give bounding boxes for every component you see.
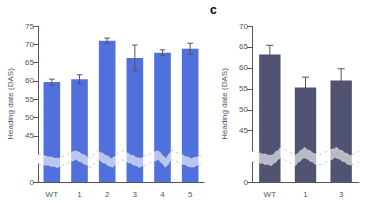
svg-text:65: 65	[239, 42, 248, 51]
svg-text:50: 50	[239, 105, 248, 114]
svg-text:75: 75	[25, 22, 34, 31]
svg-text:WT: WT	[46, 190, 59, 199]
svg-text:Heading date (DAS): Heading date (DAS)	[220, 68, 229, 140]
svg-text:70: 70	[25, 40, 34, 49]
svg-text:45: 45	[239, 126, 248, 135]
svg-text:55: 55	[25, 95, 34, 104]
svg-text:60: 60	[25, 76, 34, 85]
svg-text:0: 0	[244, 178, 249, 187]
svg-text:0: 0	[30, 178, 35, 187]
svg-text:5: 5	[188, 190, 193, 199]
svg-text:4: 4	[160, 190, 165, 199]
svg-text:50: 50	[25, 113, 34, 122]
svg-text:Heading date (DAS): Heading date (DAS)	[6, 68, 15, 140]
svg-text:65: 65	[25, 58, 34, 67]
svg-text:45: 45	[25, 131, 34, 140]
svg-text:2: 2	[105, 190, 110, 199]
svg-text:3: 3	[133, 190, 138, 199]
svg-text:c: c	[210, 3, 217, 17]
svg-text:1: 1	[77, 190, 82, 199]
svg-text:3: 3	[339, 190, 344, 199]
svg-text:1: 1	[303, 190, 308, 199]
svg-text:55: 55	[239, 84, 248, 93]
svg-text:70: 70	[239, 22, 248, 31]
svg-text:WT: WT	[264, 190, 277, 199]
svg-text:60: 60	[239, 63, 248, 72]
